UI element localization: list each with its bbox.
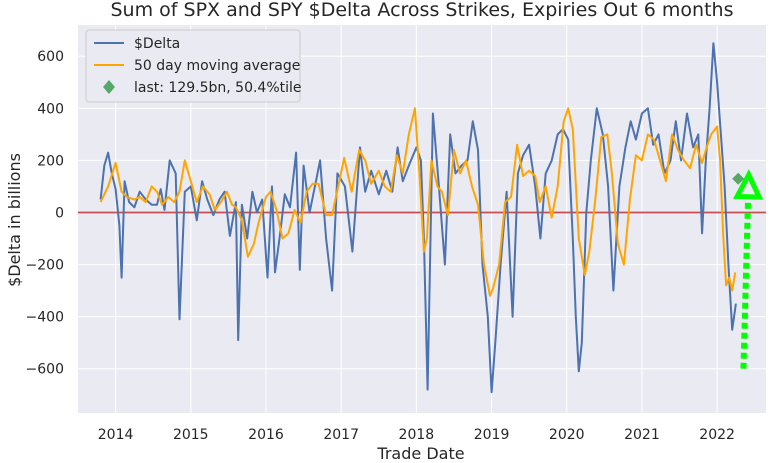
x-tick-label: 2017: [323, 427, 359, 443]
y-axis-label: $Delta in billions: [5, 153, 24, 287]
green-dotted-arrow-annotation: [733, 169, 764, 369]
y-tick-label: −600: [26, 362, 64, 378]
chart-title: Sum of SPX and SPY $Delta Across Strikes…: [111, 0, 734, 21]
y-tick-label: 200: [37, 153, 64, 169]
y-tick-label: 0: [55, 205, 64, 221]
legend: $Delta 50 day moving average last: 129.5…: [85, 29, 302, 103]
x-tick-label: 2021: [624, 427, 660, 443]
series-delta-line: [99, 42, 737, 394]
y-tick-label: 400: [37, 101, 64, 117]
x-tick-label: 2020: [549, 427, 585, 443]
x-tick-label: 2019: [474, 427, 510, 443]
series-moving-average-line: [99, 107, 737, 297]
y-tick-label: −400: [26, 310, 64, 326]
legend-box: [85, 29, 301, 103]
arrow-shaft: [740, 196, 752, 369]
legend-label-last: last: 129.5bn, 50.4%tile: [134, 80, 302, 96]
last-value-marker: [732, 172, 745, 185]
legend-label-moving-average: 50 day moving average: [134, 58, 300, 74]
x-tick-label: 2016: [248, 427, 284, 443]
x-tick-label: 2022: [699, 427, 735, 443]
x-tick-label: 2015: [173, 427, 209, 443]
y-tick-label: 600: [37, 49, 64, 65]
arrow-head: [733, 169, 764, 200]
y-tick-label: −200: [26, 258, 64, 274]
x-axis-label: Trade Date: [376, 444, 464, 463]
y-axis-ticks: −600 −400 −200 0 200 400 600: [26, 49, 64, 377]
x-tick-label: 2018: [399, 427, 435, 443]
x-tick-label: 2014: [98, 427, 134, 443]
legend-swatch-last: [103, 80, 115, 94]
x-axis-ticks: 2014 2015 2016 2017 2018 2019 2020 2021 2022: [98, 427, 735, 443]
legend-label-delta: $Delta: [134, 36, 180, 52]
